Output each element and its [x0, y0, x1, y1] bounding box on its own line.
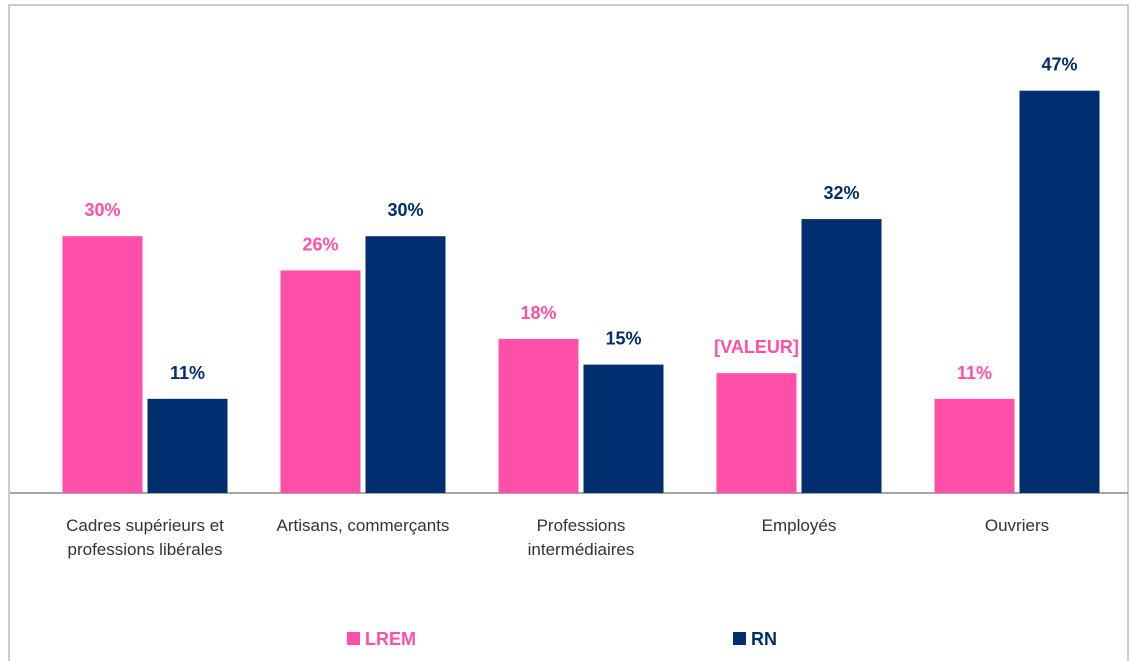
- x-tick-label: Cadres supérieurs et professions libéral…: [66, 516, 224, 559]
- bar: [62, 236, 143, 493]
- legend-swatch: [733, 632, 746, 645]
- x-tick-label: Employés: [761, 516, 837, 535]
- bar: [498, 338, 579, 493]
- bar: [801, 219, 882, 493]
- bar: [147, 398, 228, 493]
- bar: [934, 398, 1015, 493]
- data-label: [VALEUR]: [714, 337, 799, 357]
- data-label: 26%: [302, 234, 338, 254]
- legend-label: LREM: [365, 629, 416, 649]
- x-tick-label: Ouvriers: [984, 516, 1050, 535]
- data-label: 18%: [520, 303, 556, 323]
- bar: [365, 236, 446, 493]
- legend-label: RN: [751, 629, 777, 649]
- data-label: 30%: [84, 200, 120, 220]
- data-label: 11%: [170, 363, 205, 383]
- bar: [1019, 90, 1100, 494]
- bar: [716, 373, 797, 493]
- data-label: 47%: [1041, 55, 1077, 75]
- data-label: 11%: [957, 363, 992, 383]
- frame: [8, 4, 1129, 661]
- x-tick-label: Artisans, commerçants: [276, 516, 450, 535]
- bar: [583, 364, 664, 493]
- data-label: 30%: [387, 200, 423, 220]
- data-label: 32%: [823, 183, 859, 203]
- bar: [280, 270, 361, 493]
- legend-swatch: [347, 632, 360, 645]
- data-label: 15%: [605, 329, 641, 349]
- x-tick-label: Professions intermédiaires: [527, 516, 635, 559]
